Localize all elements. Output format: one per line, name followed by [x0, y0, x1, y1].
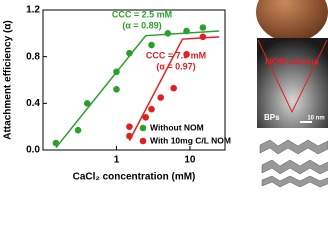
tem-image	[257, 38, 328, 128]
fit-line	[128, 36, 220, 142]
legend-label: With 10mg C/L NOM	[150, 135, 231, 145]
data-point	[199, 24, 207, 31]
data-point	[74, 126, 82, 134]
annotation: CCC = 2.5 mM	[112, 9, 172, 19]
corona-outline	[257, 39, 328, 114]
legend-marker	[139, 137, 147, 145]
data-point	[148, 41, 155, 49]
corona-label: NOM corona	[265, 56, 319, 66]
figure: NOM corona BPs 10 nm Attachment efficien…	[3, 0, 328, 189]
data-point	[199, 33, 207, 41]
annotation: (α = 0.97)	[156, 61, 195, 71]
molecular-structure	[259, 139, 328, 188]
y-tick-label: 0.8	[26, 51, 40, 62]
y-axis-label: Attachment efficiency (α)	[3, 20, 14, 140]
data-point	[113, 68, 120, 76]
x-axis-label: CaCl₂ concentration (mM)	[73, 172, 196, 183]
data-point	[83, 100, 91, 107]
x-tick-label: 1	[114, 155, 120, 166]
data-point	[142, 114, 150, 121]
data-point	[126, 123, 133, 130]
y-tick-label: 1.2	[26, 5, 40, 16]
fit-line	[55, 30, 220, 149]
data-point	[126, 132, 133, 140]
data-point	[170, 84, 177, 92]
data-point	[164, 30, 172, 37]
particle-sphere	[256, 0, 328, 42]
plot-frame	[42, 9, 226, 151]
data-point	[183, 51, 190, 58]
data-point	[183, 27, 190, 35]
data-point	[52, 139, 60, 147]
legend-marker	[139, 124, 147, 132]
data-point	[113, 86, 120, 93]
x-tick-label: 10	[184, 155, 196, 166]
y-tick-label: 0.4	[26, 98, 40, 109]
data-point	[126, 49, 133, 57]
y-tick-label: 0.0	[26, 145, 40, 156]
legend-label: Without NOM	[150, 122, 204, 132]
annotation: CCC = 7.9 mM	[146, 50, 206, 60]
annotation: (α = 0.89)	[122, 20, 161, 30]
scale-label: 10 nm	[307, 116, 324, 122]
particles-label: BPs	[264, 113, 280, 122]
data-point	[157, 94, 165, 101]
data-point	[148, 105, 155, 113]
